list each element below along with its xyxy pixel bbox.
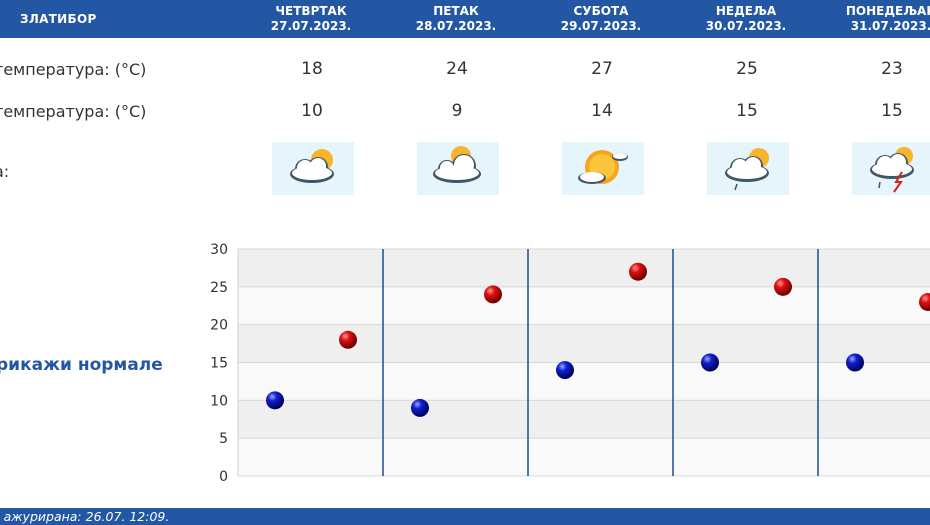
day-date: 27.07.2023. xyxy=(270,19,352,33)
day-name: ЧЕТВРТАК xyxy=(275,4,347,18)
max-temp-point xyxy=(339,330,357,349)
min-temp-point xyxy=(411,398,429,417)
max-temp-value: 23 xyxy=(881,59,903,79)
max-temp-value: 27 xyxy=(591,59,613,79)
partly-cloudy-icon xyxy=(417,142,499,195)
day-name: ПОНЕДЕЉАК xyxy=(845,4,930,18)
day-name: СУБОТА xyxy=(573,4,629,18)
min-temp-point xyxy=(266,391,284,410)
min-temp-value: 15 xyxy=(881,101,903,121)
min-temp-value: 10 xyxy=(301,101,323,121)
min-temp-point xyxy=(846,353,864,372)
thunderstorm-icon xyxy=(852,142,930,195)
y-tick-label: 20 xyxy=(210,318,228,334)
forecast-header: ЗЛАТИБОР ЧЕТВРТАК 27.07.2023. ПЕТАК 28.0… xyxy=(0,0,930,38)
y-tick-label: 5 xyxy=(219,431,228,447)
day-name: НЕДЕЉА xyxy=(715,4,777,18)
grid-band xyxy=(238,249,930,287)
footer-bar: а ажурирана: 26.07. 12:09. xyxy=(0,508,930,525)
last-updated-text: а ажурирана: 26.07. 12:09. xyxy=(0,509,170,524)
max-temp-point xyxy=(484,285,502,304)
min-temp-point xyxy=(701,353,719,372)
max-temp-point xyxy=(774,277,792,296)
day-date: 31.07.2023. xyxy=(850,19,930,33)
max-temp-value: 18 xyxy=(301,59,323,79)
y-tick-label: 10 xyxy=(210,393,228,409)
day-date: 29.07.2023. xyxy=(560,19,642,33)
day-column-4: НЕДЕЉА 30.07.2023. xyxy=(681,4,811,34)
day-column-1: ЧЕТВРТАК 27.07.2023. xyxy=(246,4,376,34)
location-name: ЗЛАТИБОР xyxy=(20,12,97,26)
grid-band xyxy=(238,286,930,325)
min-temp-point xyxy=(556,361,574,380)
y-tick-label: 15 xyxy=(210,356,228,372)
min-temp-label: температура: (°C) xyxy=(0,102,147,121)
max-temp-point xyxy=(919,292,930,311)
day-name: ПЕТАК xyxy=(433,4,479,18)
weather-label: а: xyxy=(0,162,10,181)
max-temp-value: 25 xyxy=(736,59,758,79)
grid-band xyxy=(238,438,930,476)
min-temp-value: 15 xyxy=(736,101,758,121)
cloud-rain-icon xyxy=(707,142,789,195)
day-column-3: СУБОТА 29.07.2023. xyxy=(536,4,666,34)
y-tick-label: 25 xyxy=(210,280,228,296)
show-normals-link[interactable]: рикажи нормале xyxy=(0,355,163,375)
day-date: 28.07.2023. xyxy=(415,19,497,33)
day-date: 30.07.2023. xyxy=(705,19,787,33)
temperature-chart: 0 5 10 15 20 25 30 xyxy=(210,242,930,485)
day-column-5: ПОНЕДЕЉАК 31.07.2023. xyxy=(826,4,930,34)
mostly-sunny-icon xyxy=(562,142,644,195)
min-temp-value: 14 xyxy=(591,101,613,121)
grid-band xyxy=(238,362,930,401)
grid-band xyxy=(238,400,930,439)
y-tick-label: 0 xyxy=(219,469,228,485)
max-temp-point xyxy=(629,262,647,281)
min-temp-value: 9 xyxy=(451,101,463,121)
y-tick-label: 30 xyxy=(210,242,228,258)
partly-cloudy-icon xyxy=(272,142,354,195)
day-column-2: ПЕТАК 28.07.2023. xyxy=(391,4,521,34)
max-temp-label: температура: (°C) xyxy=(0,60,147,79)
max-temp-value: 24 xyxy=(446,59,468,79)
